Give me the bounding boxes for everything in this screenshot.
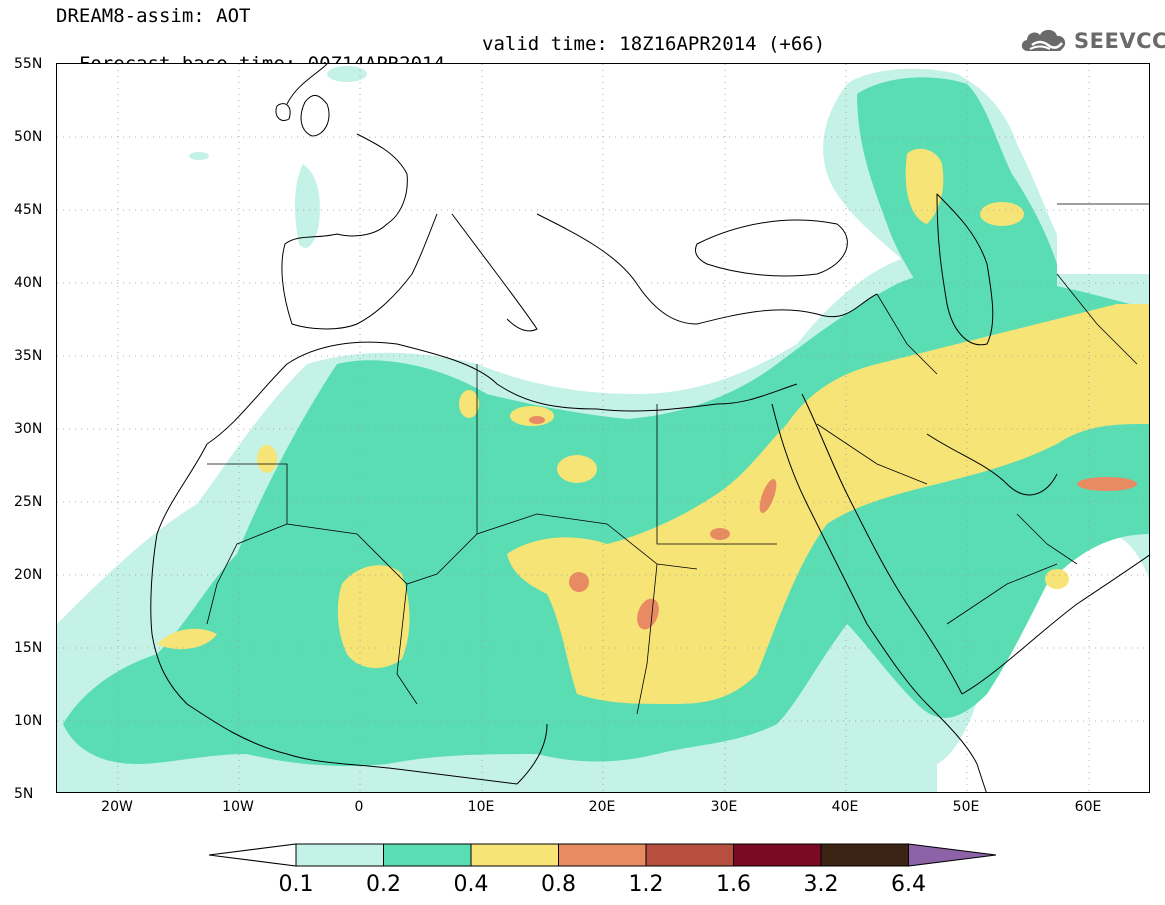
valid-time-text: valid time: 18Z16APR2014 (+66) (482, 33, 826, 55)
lon-label: 40E (831, 799, 859, 815)
lat-label: 55N (14, 56, 43, 72)
colorbar-label: 0.4 (453, 872, 489, 897)
lon-label: 30E (710, 799, 738, 815)
lat-label: 15N (14, 640, 43, 656)
colorbar-label: 0.1 (278, 872, 314, 897)
logo-text: SEEVCCC (1074, 29, 1165, 53)
colorbar-label: 0.2 (366, 872, 401, 897)
gridlines (57, 64, 1149, 792)
lat-label: 5N (14, 786, 34, 802)
chart-title: DREAM8-assim: AOT (56, 5, 251, 27)
colorbar-segment (470, 843, 559, 867)
lon-label: 20E (588, 799, 616, 815)
colorbar-left-arrow (208, 843, 297, 867)
coastlines (150, 64, 1149, 792)
colorbar-segment (383, 843, 472, 867)
aot-level-0.4-0.8 (157, 148, 1149, 704)
cloud-icon (1021, 29, 1066, 51)
colorbar-label: 3.2 (803, 872, 839, 897)
lat-label: 50N (14, 129, 43, 145)
lat-label: 30N (14, 421, 43, 437)
lon-label: 60E (1074, 799, 1102, 815)
map-panel (56, 63, 1150, 793)
lat-label: 25N (14, 494, 43, 510)
lat-label: 20N (14, 567, 43, 583)
colorbar-segment (820, 843, 909, 867)
lat-label: 40N (14, 275, 43, 291)
aot-level-0.8-1.2 (529, 416, 1137, 630)
lat-label: 35N (14, 348, 43, 364)
lon-label: 20W (101, 799, 133, 815)
colorbar-label: 1.2 (628, 872, 664, 897)
colorbar-label: 6.4 (891, 872, 926, 897)
colorbar-segment (295, 843, 384, 867)
colorbar-segment (733, 843, 822, 867)
colorbar-segment (645, 843, 734, 867)
colorbar-right-arrow (908, 843, 997, 867)
seevccc-logo: SEEVCCC (1018, 25, 1165, 57)
colorbar-label: 1.6 (716, 872, 751, 897)
lon-label: 10E (467, 799, 495, 815)
lon-label: 0 (354, 799, 364, 815)
colorbar-label: 0.8 (541, 872, 576, 897)
lat-label: 45N (14, 202, 43, 218)
lon-label: 50E (952, 799, 980, 815)
colorbar-segment (558, 843, 647, 867)
aot-map (57, 64, 1149, 792)
lat-label: 10N (14, 713, 43, 729)
country-borders (206, 203, 1149, 715)
lon-label: 10W (222, 799, 254, 815)
